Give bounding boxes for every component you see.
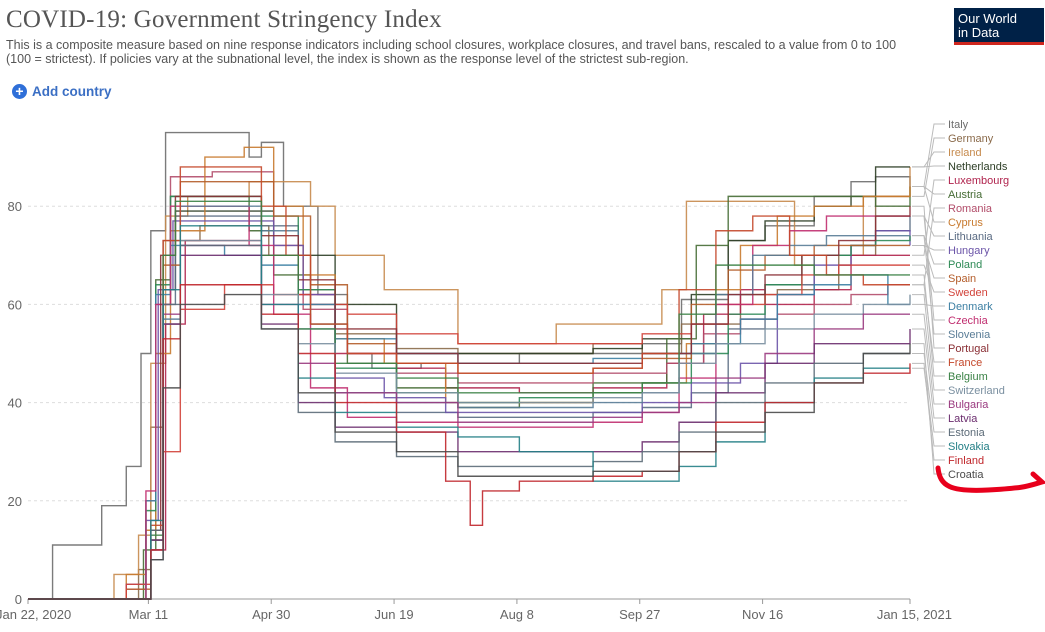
legend-connectors: [912, 123, 945, 475]
x-tick-label: Aug 8: [500, 607, 534, 622]
legend-connector: [912, 186, 945, 195]
chart-subtitle: This is a composite measure based on nin…: [6, 38, 897, 66]
legend-item-spain[interactable]: Spain: [948, 273, 976, 285]
legend-connector: [912, 294, 945, 391]
x-tick-label: Jan 15, 2021: [877, 607, 952, 622]
legend-item-lithuania[interactable]: Lithuania: [948, 231, 994, 243]
legend-connector: [912, 215, 945, 321]
legend-item-italy[interactable]: Italy: [948, 119, 969, 131]
x-tick-label: Apr 30: [252, 607, 290, 622]
legend-connector: [912, 362, 945, 461]
x-tick-label: Sep 27: [619, 607, 660, 622]
legend-connector: [912, 235, 945, 335]
y-tick-label: 40: [8, 396, 22, 411]
legend-connector: [912, 151, 945, 168]
y-tick-label: 80: [8, 199, 22, 214]
y-tick-label: 0: [15, 592, 22, 607]
chart-title: COVID-19: Government Stringency Index: [6, 6, 442, 33]
legend-item-estonia[interactable]: Estonia: [948, 427, 986, 439]
logo-line-2: in Data: [958, 25, 1000, 40]
add-country-label: Add country: [32, 84, 112, 99]
legend-item-hungary[interactable]: Hungary: [948, 245, 990, 257]
series-line-france: [28, 166, 910, 600]
x-tick-label: Jan 22, 2020: [0, 607, 71, 622]
series-line-belgium: [28, 200, 910, 600]
legend-item-ireland[interactable]: Ireland: [948, 147, 982, 159]
x-tick-label: Nov 16: [742, 607, 783, 622]
legend: Italy Germany Ireland Netherlands Luxembourg…: [948, 119, 1009, 481]
add-country-button[interactable]: + Add country: [12, 84, 112, 99]
legend-item-sweden[interactable]: Sweden: [948, 287, 988, 299]
legend-connector: [912, 123, 945, 188]
line-chart: 0 20 40 60 80 Jan 22, 2020 Mar 11 Apr 30 Jun 19…: [0, 119, 1045, 622]
legend-item-slovenia[interactable]: Slovenia: [948, 329, 991, 341]
legend-item-denmark[interactable]: Denmark: [948, 301, 993, 313]
legend-item-romania[interactable]: Romania: [948, 203, 993, 215]
legend-item-germany[interactable]: Germany: [948, 133, 994, 145]
y-tick-label: 60: [8, 297, 22, 312]
legend-connector: [912, 165, 945, 168]
logo-line-1: Our World: [958, 11, 1017, 26]
legend-connector: [912, 274, 945, 377]
legend-item-bulgaria[interactable]: Bulgaria: [948, 399, 989, 411]
series-line-croatia: [28, 293, 911, 600]
legend-item-france[interactable]: France: [948, 357, 982, 369]
legend-item-luxembourg[interactable]: Luxembourg: [948, 175, 1009, 187]
y-axis-ticks: 0 20 40 60 80: [8, 199, 22, 607]
legend-item-switzerland[interactable]: Switzerland: [948, 385, 1005, 397]
x-tick-label: Mar 11: [129, 607, 169, 622]
legend-item-belgium[interactable]: Belgium: [948, 371, 988, 383]
legend-connector: [912, 313, 945, 405]
legend-connector: [912, 179, 945, 256]
legend-item-austria[interactable]: Austria: [948, 189, 983, 201]
legend-connector: [912, 244, 945, 279]
legend-item-netherlands[interactable]: Netherlands: [948, 161, 1008, 173]
legend-item-czechia[interactable]: Czechia: [948, 315, 989, 327]
plus-circle-icon: +: [12, 84, 27, 99]
legend-item-portugal[interactable]: Portugal: [948, 343, 989, 355]
red-underline-annotation: [935, 465, 1045, 493]
legend-connector: [912, 328, 945, 419]
legend-item-latvia[interactable]: Latvia: [948, 413, 978, 425]
legend-connector: [912, 137, 945, 197]
legend-item-cyprus[interactable]: Cyprus: [948, 217, 983, 229]
series-line-portugal: [28, 195, 911, 600]
legend-item-finland[interactable]: Finland: [948, 455, 984, 467]
x-axis-ticks: Jan 22, 2020 Mar 11 Apr 30 Jun 19 Aug 8 Sep 2…: [0, 599, 952, 622]
x-tick-label: Jun 19: [375, 607, 414, 622]
legend-item-croatia[interactable]: Croatia: [948, 469, 984, 481]
owid-logo[interactable]: Our World in Data: [954, 8, 1044, 45]
y-tick-label: 20: [8, 494, 22, 509]
series-lines: [28, 131, 911, 600]
legend-connector: [912, 303, 945, 307]
legend-connector: [912, 186, 945, 223]
legend-connector: [912, 205, 945, 349]
legend-item-slovakia[interactable]: Slovakia: [948, 441, 990, 453]
legend-connector: [912, 353, 945, 433]
legend-item-poland[interactable]: Poland: [948, 259, 982, 271]
